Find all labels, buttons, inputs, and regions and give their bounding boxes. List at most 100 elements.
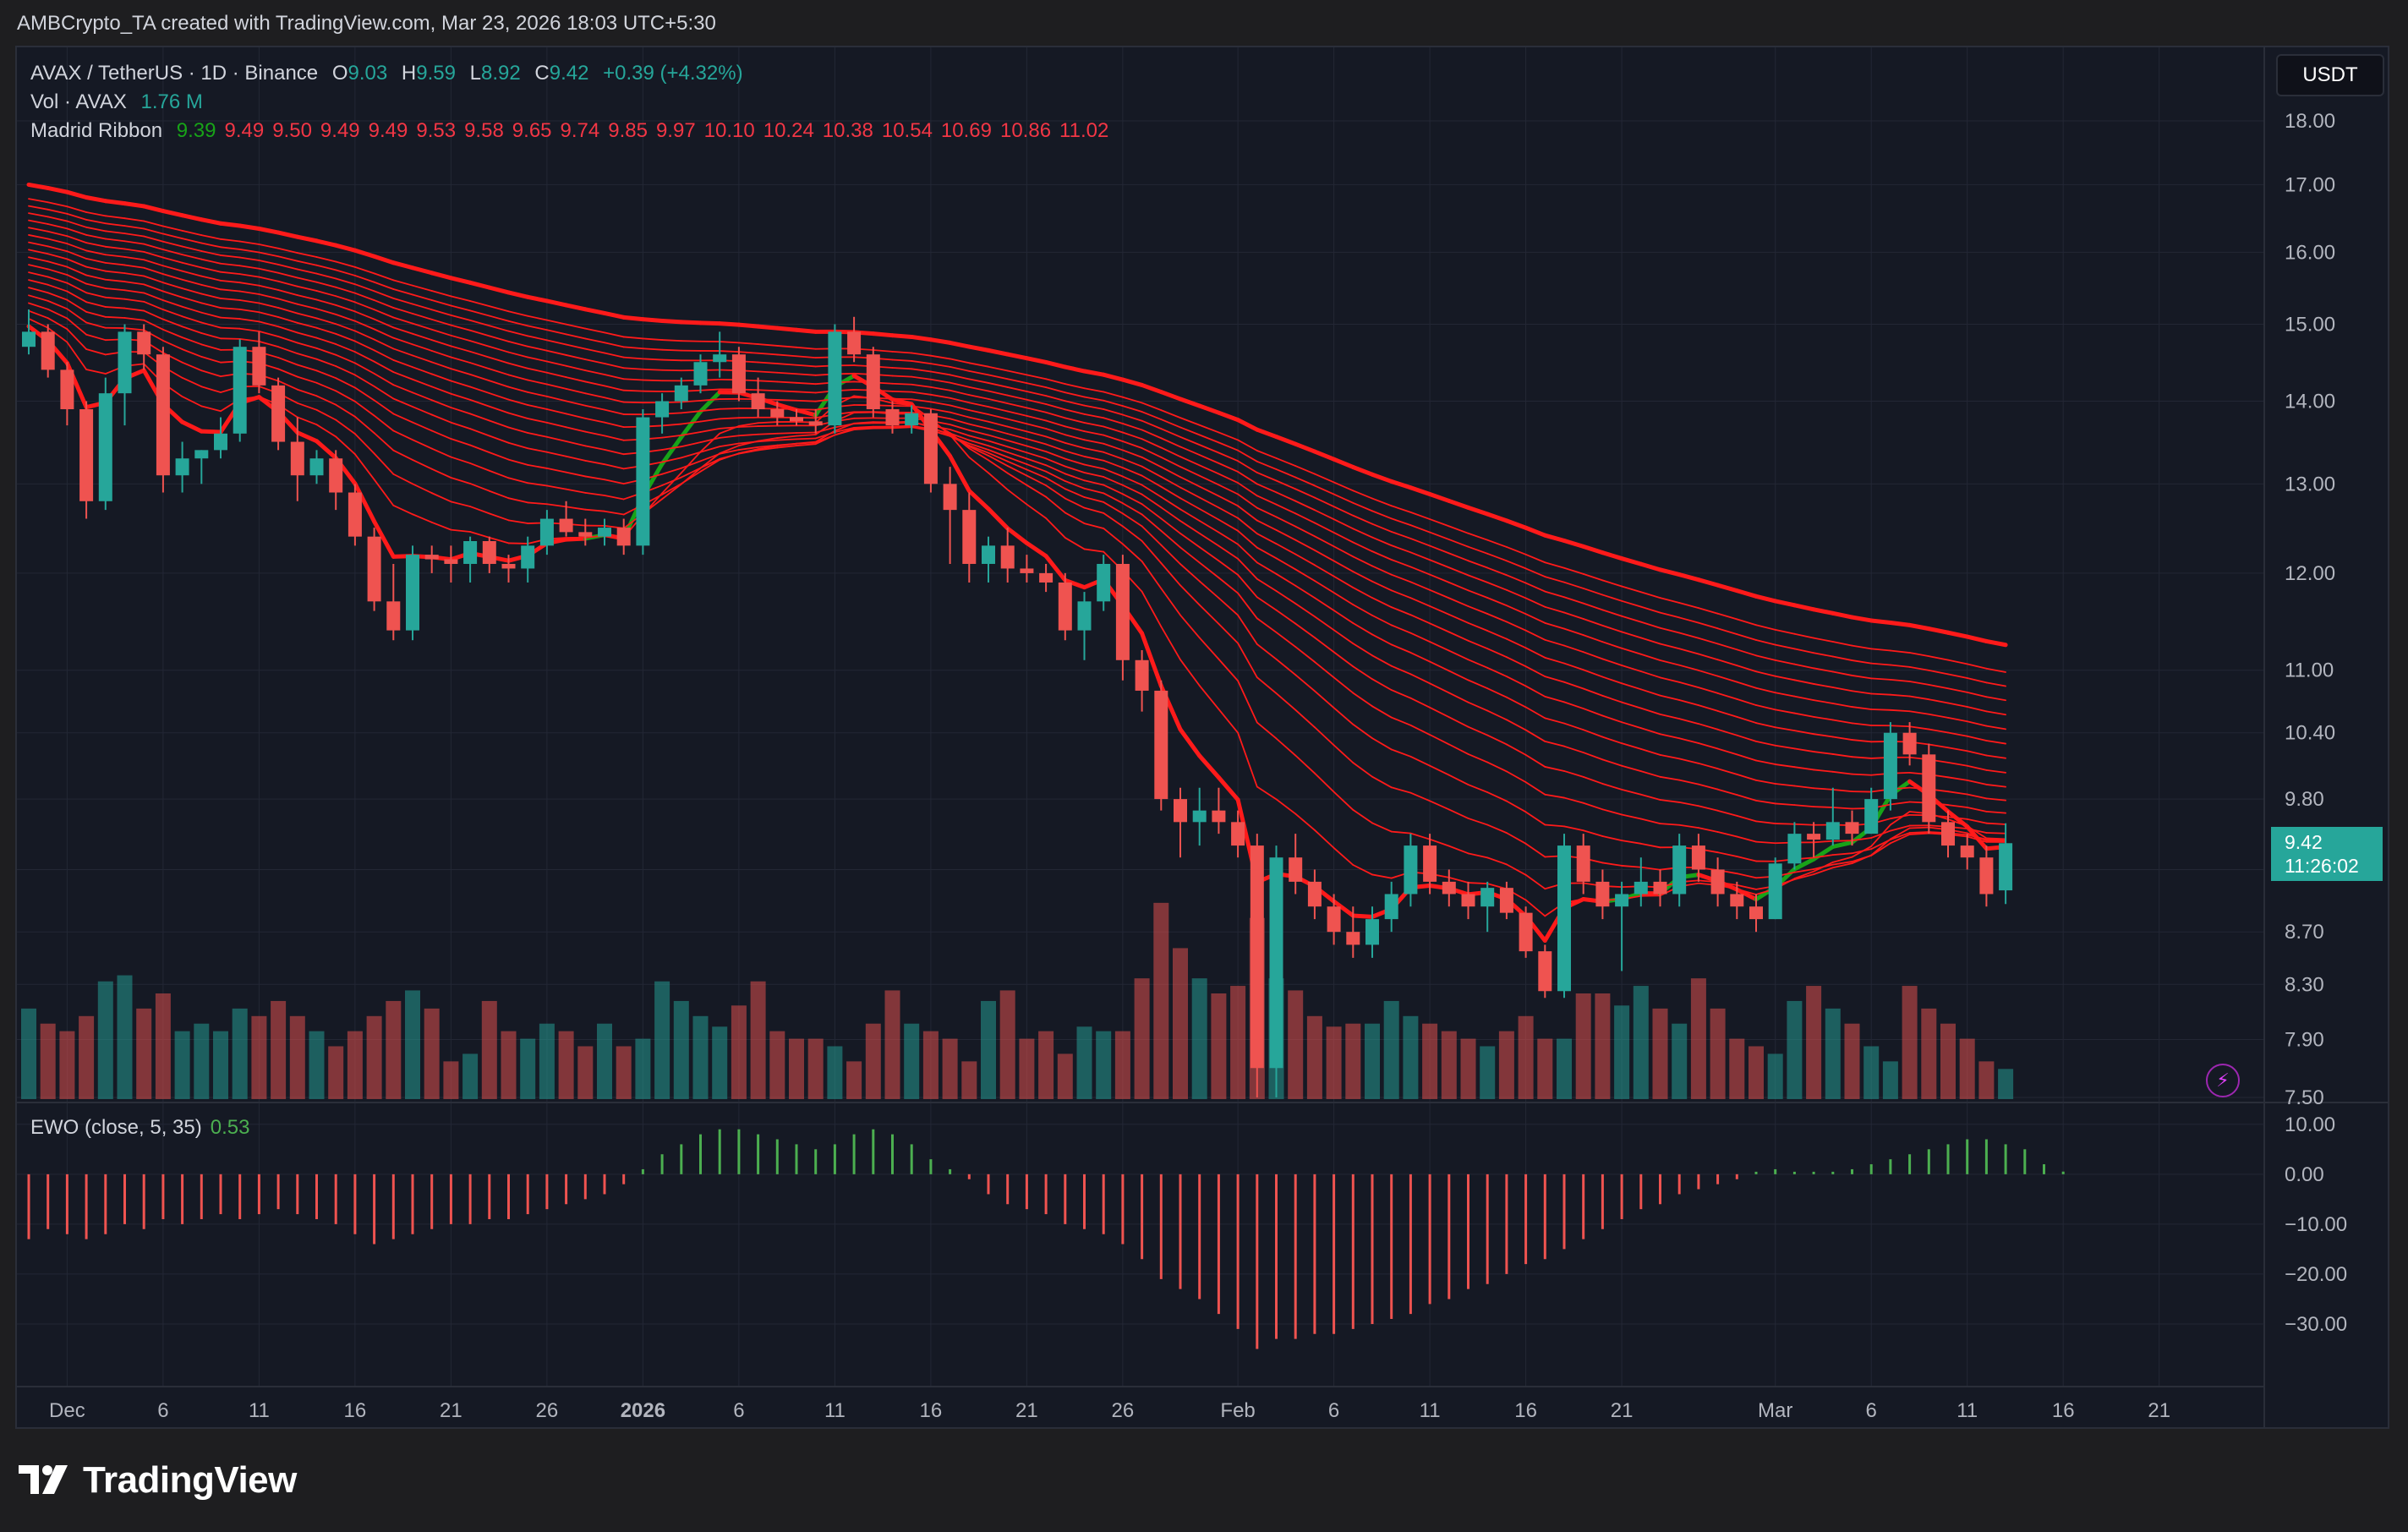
candle[interactable] [1461, 881, 1475, 920]
candle[interactable] [367, 528, 381, 611]
lightning-icon[interactable]: ⚡ [2206, 1064, 2240, 1097]
candle[interactable] [1346, 906, 1360, 958]
candle[interactable] [616, 518, 631, 555]
candle[interactable] [559, 501, 573, 537]
candle[interactable] [1883, 722, 1897, 811]
candle[interactable] [444, 545, 458, 583]
candle[interactable] [424, 545, 439, 573]
candle[interactable] [693, 354, 708, 394]
candle[interactable] [1749, 894, 1763, 933]
candle[interactable] [1423, 834, 1437, 895]
candle[interactable] [1691, 834, 1705, 882]
candle[interactable] [1595, 869, 1610, 920]
symbol-title[interactable]: AVAX / TetherUS · 1D · Binance [30, 62, 319, 85]
candle[interactable] [770, 401, 785, 426]
candle[interactable] [1979, 845, 1994, 907]
candle[interactable] [175, 441, 189, 493]
candle[interactable] [79, 401, 94, 519]
candle[interactable] [731, 347, 746, 402]
candle[interactable] [233, 339, 247, 442]
candle[interactable] [118, 324, 132, 426]
candle[interactable] [1653, 869, 1667, 907]
candle[interactable] [1825, 787, 1840, 846]
candle[interactable] [982, 536, 995, 583]
candle[interactable] [329, 450, 343, 511]
candle[interactable] [22, 309, 36, 355]
candle[interactable] [1039, 563, 1054, 593]
candle[interactable] [214, 417, 227, 459]
candle[interactable] [1365, 906, 1379, 958]
candle[interactable] [156, 347, 170, 493]
candle[interactable] [1020, 555, 1034, 583]
candle[interactable] [1634, 857, 1648, 907]
candle[interactable] [1730, 881, 1744, 920]
candle[interactable] [309, 450, 324, 484]
candle[interactable] [1480, 881, 1495, 933]
candle[interactable] [1192, 787, 1207, 846]
candle[interactable] [962, 492, 977, 583]
candle[interactable] [539, 510, 554, 555]
candle[interactable] [1960, 834, 1974, 870]
candle[interactable] [1154, 680, 1168, 811]
candle[interactable] [828, 324, 842, 434]
candle[interactable] [1269, 845, 1283, 1097]
candle[interactable] [1999, 823, 2013, 905]
candle[interactable] [1135, 649, 1149, 712]
candle[interactable] [1442, 869, 1456, 907]
candle[interactable] [674, 377, 688, 410]
candle[interactable] [713, 331, 727, 378]
candle[interactable] [1845, 810, 1859, 846]
candle[interactable] [194, 450, 209, 484]
candle[interactable] [655, 393, 670, 434]
candle[interactable] [482, 536, 496, 573]
candle[interactable] [1327, 894, 1341, 945]
candle[interactable] [1174, 787, 1187, 858]
candle[interactable] [598, 518, 611, 546]
candle[interactable] [1710, 857, 1725, 907]
candle[interactable] [137, 324, 151, 370]
candle[interactable] [1922, 743, 1936, 834]
candle[interactable] [847, 316, 862, 363]
candle[interactable] [252, 331, 266, 394]
candle[interactable] [866, 347, 880, 418]
candle[interactable] [521, 536, 535, 583]
candle[interactable] [1097, 555, 1111, 611]
candle[interactable] [1384, 881, 1398, 933]
candle[interactable] [790, 409, 803, 426]
candle[interactable] [1615, 881, 1629, 971]
candle[interactable] [1058, 572, 1072, 641]
candle[interactable] [636, 409, 650, 555]
candle[interactable] [905, 405, 919, 434]
candle[interactable] [1941, 810, 1955, 858]
ewo-label[interactable]: EWO (close, 5, 35) [30, 1116, 202, 1139]
candle[interactable] [1538, 944, 1552, 999]
candle[interactable] [1212, 787, 1226, 834]
chart-frame[interactable] [15, 46, 2389, 1429]
candle[interactable] [923, 409, 938, 493]
candle[interactable] [386, 563, 401, 641]
candle[interactable] [501, 555, 516, 583]
candle[interactable] [1787, 822, 1802, 870]
candle[interactable] [1499, 881, 1513, 920]
candle[interactable] [1289, 834, 1303, 895]
candle[interactable] [1807, 822, 1821, 858]
candle[interactable] [1557, 834, 1571, 999]
candle[interactable] [1000, 528, 1015, 583]
candle[interactable] [41, 324, 55, 378]
candle[interactable] [271, 377, 286, 451]
candle[interactable] [406, 545, 419, 641]
candle[interactable] [1672, 834, 1687, 907]
candle[interactable] [1231, 810, 1245, 858]
candle[interactable] [1250, 834, 1264, 1097]
candle[interactable] [1307, 869, 1322, 920]
candle[interactable] [751, 377, 765, 418]
candle[interactable] [1077, 592, 1092, 660]
candle[interactable] [463, 536, 478, 583]
candle[interactable] [1519, 906, 1533, 958]
currency-button[interactable]: USDT [2276, 54, 2384, 96]
ribbon-label[interactable]: Madrid Ribbon [30, 119, 163, 142]
candle[interactable] [1902, 722, 1917, 766]
candle[interactable] [885, 401, 900, 434]
candle[interactable] [1576, 834, 1590, 895]
